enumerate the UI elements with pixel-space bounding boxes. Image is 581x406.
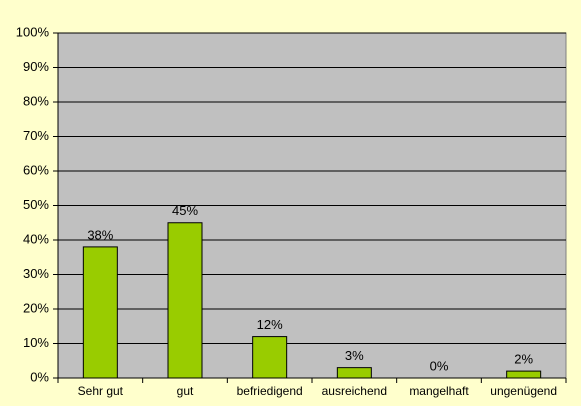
data-label: 38%: [87, 227, 113, 242]
y-tick-label: 80%: [23, 93, 49, 108]
data-label: 0%: [430, 358, 449, 373]
y-tick-label: 70%: [23, 128, 49, 143]
bar: [336, 367, 372, 379]
y-tick-label: 30%: [23, 266, 49, 281]
y-tick-label: 10%: [23, 335, 49, 350]
data-label: 12%: [257, 317, 283, 332]
bar: [252, 336, 288, 379]
data-label: 2%: [514, 352, 533, 367]
x-tick-label: Sehr gut: [78, 384, 124, 398]
y-tick-label: 50%: [23, 197, 49, 212]
y-tick-label: 40%: [23, 231, 49, 246]
x-tick-label: gut: [177, 384, 194, 398]
bar: [506, 370, 542, 379]
y-tick-label: 0%: [30, 369, 49, 384]
y-tick-label: 100%: [16, 24, 50, 39]
data-label: 3%: [345, 348, 364, 363]
data-label: 45%: [172, 203, 198, 218]
y-tick-label: 60%: [23, 162, 49, 177]
x-tick-label: ungenügend: [490, 384, 557, 398]
x-tick-label: ausreichend: [322, 384, 387, 398]
y-tick-label: 20%: [23, 300, 49, 315]
bar: [82, 246, 118, 379]
y-tick-label: 90%: [23, 59, 49, 74]
bar: [167, 222, 203, 379]
x-tick-label: befriedigend: [237, 384, 303, 398]
x-tick-label: mangelhaft: [409, 384, 469, 398]
